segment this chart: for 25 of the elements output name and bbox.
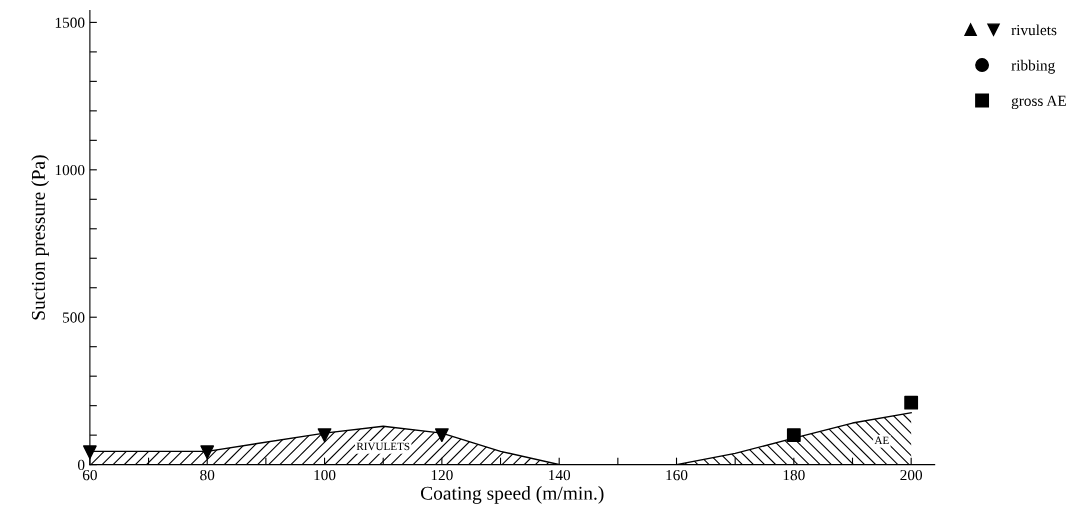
point [904,395,919,410]
x-tick-label: 100 [314,469,336,481]
y-axis-title: Suction pressure (Pa) [31,155,49,320]
series-label: RIVULETS [356,442,410,451]
point [786,428,801,443]
point [200,445,215,460]
y-tick-label: 1500 [55,17,85,28]
x-tick-label: 180 [783,469,805,481]
y-tick-label: 0 [77,459,85,471]
x-tick-label: 60 [82,469,97,481]
legend-label: rivulets [1011,24,1057,36]
x-axis-title: Coating speed (m/min.) [420,486,604,504]
point [317,428,332,443]
point [434,428,449,443]
x-tick-label: 120 [431,469,453,481]
legend-label: ribbing [1011,59,1055,74]
series-label: AE [874,436,889,444]
point [82,445,97,460]
x-tick-label: 140 [549,469,571,481]
y-tick-label: 500 [63,312,85,323]
x-tick-label: 80 [200,469,215,481]
x-tick-label: 200 [900,469,923,481]
y-tick-label: 1000 [55,164,85,176]
legend-label: gross AE [1011,95,1066,110]
x-tick-label: 160 [666,469,688,481]
